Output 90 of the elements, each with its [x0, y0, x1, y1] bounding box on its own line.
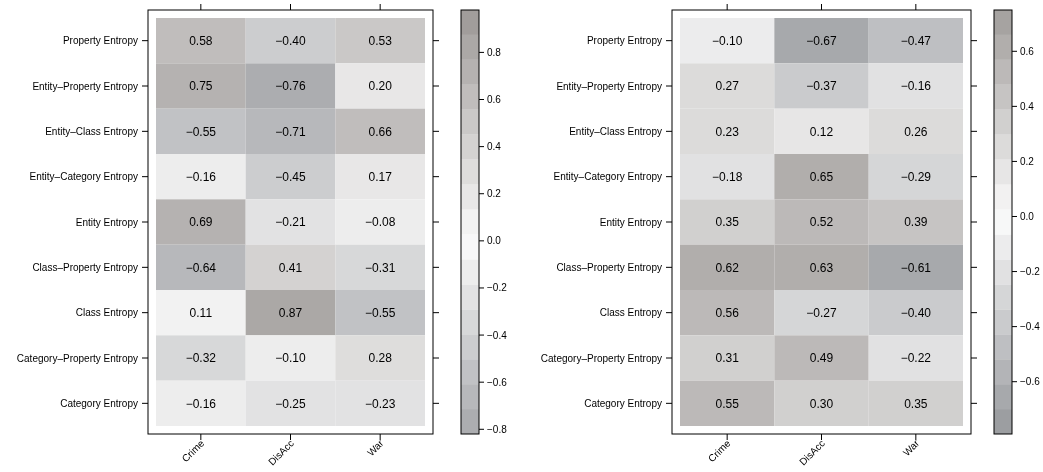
y-tick-label: Entity Entropy — [599, 216, 662, 228]
data-label: −0.47 — [900, 33, 932, 48]
data-label: −0.40 — [900, 305, 932, 320]
color-bar-label: −0.4 — [487, 329, 508, 341]
y-tick-label: Category–Property Entropy — [16, 352, 138, 364]
x-tick-label: War — [365, 437, 387, 459]
color-bar-label: 0.4 — [1020, 100, 1035, 112]
data-label: 0.87 — [278, 305, 303, 320]
data-label: −0.67 — [806, 33, 837, 48]
data-label: −0.71 — [275, 124, 306, 139]
color-bar-label: −0.8 — [487, 423, 508, 435]
data-label: 0.39 — [904, 215, 928, 230]
color-bar-label: −0.2 — [1020, 266, 1041, 278]
data-label: −0.10 — [711, 33, 743, 48]
color-bar-label: 0.6 — [1020, 45, 1035, 57]
data-label: 0.35 — [904, 396, 928, 411]
y-tick-label: Entity–Property Entropy — [556, 80, 662, 92]
data-label: −0.08 — [364, 215, 396, 230]
data-label: −0.55 — [185, 124, 217, 139]
y-tick-label: Entity–Class Entropy — [45, 125, 138, 137]
data-label: 0.27 — [715, 79, 740, 94]
data-label: −0.31 — [364, 260, 396, 275]
data-label: 0.26 — [904, 124, 928, 139]
y-tick-label: Entity–Category Entropy — [29, 171, 138, 183]
y-tick-label: Property Entropy — [62, 35, 138, 47]
data-label: −0.25 — [275, 396, 306, 411]
data-label: 0.75 — [189, 79, 213, 94]
data-label: −0.64 — [185, 260, 217, 275]
data-label: −0.16 — [900, 79, 932, 94]
y-tick-label: Category Entropy — [584, 397, 662, 409]
data-label: 0.63 — [809, 260, 834, 275]
data-label: −0.29 — [900, 169, 932, 184]
data-label: 0.20 — [368, 79, 393, 94]
data-label: −0.45 — [275, 169, 306, 184]
data-label: −0.40 — [275, 33, 306, 48]
data-label: 0.23 — [715, 124, 740, 139]
y-tick-label: Property Entropy — [586, 35, 662, 47]
y-tick-label: Entity–Property Entropy — [32, 80, 138, 92]
data-label: 0.17 — [368, 169, 393, 184]
color-bar-label: −0.4 — [1020, 321, 1041, 333]
color-bar-label: 0.0 — [487, 235, 502, 247]
data-label: 0.11 — [189, 305, 213, 320]
y-tick-label: Category–Property Entropy — [540, 352, 662, 364]
color-bar-label: 0.4 — [487, 141, 502, 153]
color-bar-label: 0.2 — [487, 188, 502, 200]
data-label: 0.66 — [368, 124, 393, 139]
data-label: −0.10 — [275, 351, 306, 366]
x-tick-label: War — [900, 437, 922, 459]
data-label: 0.28 — [368, 351, 393, 366]
data-label: −0.16 — [185, 169, 217, 184]
data-label: −0.21 — [275, 215, 306, 230]
data-label: 0.65 — [809, 169, 834, 184]
data-label: −0.32 — [185, 351, 217, 366]
color-bar-label: −0.6 — [1020, 376, 1041, 388]
data-label: −0.22 — [900, 351, 932, 366]
data-label: 0.69 — [189, 215, 213, 230]
color-bar-label: −0.2 — [487, 282, 508, 294]
data-label: −0.76 — [275, 79, 306, 94]
data-label: 0.55 — [715, 396, 740, 411]
color-bar-label: 0.8 — [487, 46, 502, 58]
data-label: 0.41 — [278, 260, 303, 275]
data-label: −0.27 — [806, 305, 837, 320]
data-label: 0.49 — [809, 351, 834, 366]
data-label: −0.16 — [185, 396, 217, 411]
data-label: 0.62 — [715, 260, 740, 275]
y-tick-label: Class–Property Entropy — [556, 261, 662, 273]
data-label: 0.31 — [715, 351, 740, 366]
color-bar-label: −0.6 — [487, 376, 508, 388]
y-tick-label: Entity–Class Entropy — [569, 125, 662, 137]
data-label: 0.12 — [809, 124, 834, 139]
data-label: 0.30 — [809, 396, 834, 411]
y-tick-label: Class Entropy — [75, 307, 138, 319]
data-label: 0.53 — [368, 33, 393, 48]
data-label: −0.37 — [806, 79, 837, 94]
color-bar-label: 0.0 — [1020, 210, 1035, 222]
data-label: 0.58 — [189, 33, 213, 48]
y-tick-label: Entity–Category Entropy — [553, 171, 662, 183]
data-label: −0.55 — [364, 305, 396, 320]
data-label: −0.61 — [900, 260, 932, 275]
data-label: −0.23 — [364, 396, 396, 411]
color-bar-label: 0.6 — [487, 94, 502, 106]
data-label: 0.52 — [809, 215, 834, 230]
y-tick-label: Class–Property Entropy — [32, 261, 138, 273]
data-label: 0.56 — [715, 305, 740, 320]
data-label: −0.18 — [711, 169, 743, 184]
data-label: 0.35 — [715, 215, 740, 230]
y-tick-label: Class Entropy — [599, 307, 662, 319]
y-tick-label: Category Entropy — [60, 397, 138, 409]
color-bar-label: 0.2 — [1020, 155, 1035, 167]
y-tick-label: Entity Entropy — [75, 216, 138, 228]
